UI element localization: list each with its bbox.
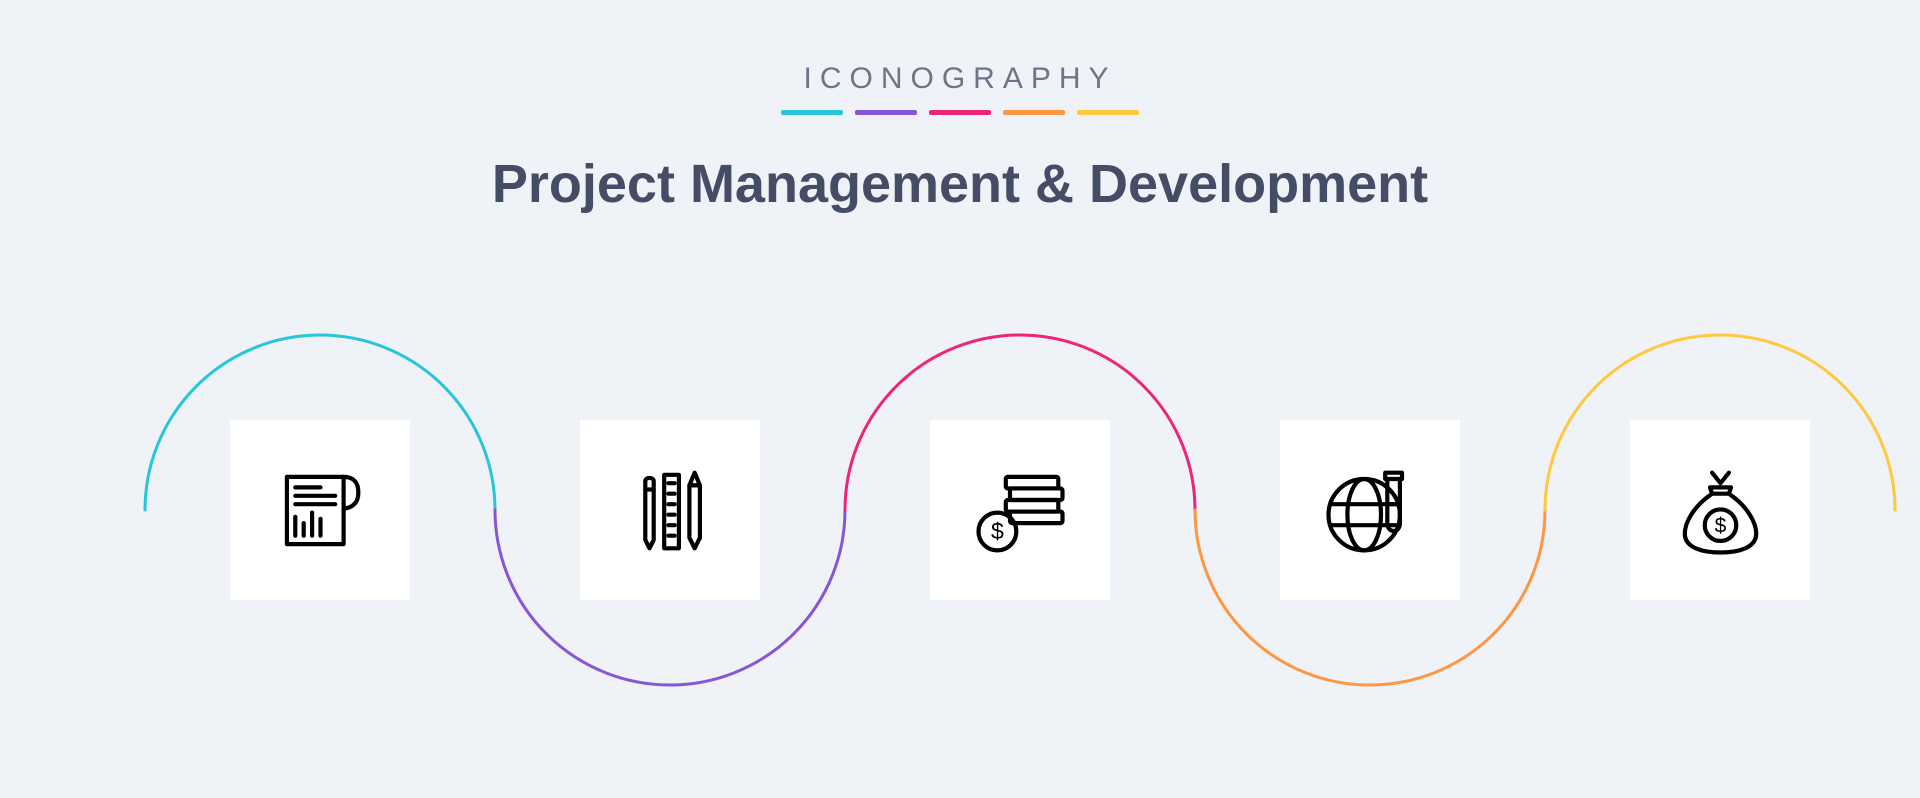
icon-tile — [1280, 420, 1460, 600]
globe-research-icon — [1318, 458, 1423, 563]
pack-title: Project Management & Development — [0, 153, 1920, 215]
underline-segment — [1003, 110, 1065, 115]
money-bag-icon: $ — [1668, 458, 1773, 563]
underline-segment — [1077, 110, 1139, 115]
newspaper-report-icon — [268, 458, 373, 563]
underline-segment — [929, 110, 991, 115]
icon-tile: $ — [930, 420, 1110, 600]
svg-text:$: $ — [1714, 514, 1726, 537]
icon-stage: $ $ — [0, 310, 1920, 730]
drafting-tools-icon — [618, 458, 723, 563]
header: ICONOGRAPHY Project Management & Develop… — [0, 0, 1920, 215]
underline-segment — [781, 110, 843, 115]
icon-tile: $ — [1630, 420, 1810, 600]
money-coins-icon: $ — [968, 458, 1073, 563]
svg-text:$: $ — [990, 517, 1003, 543]
icon-tile — [230, 420, 410, 600]
underline-segment — [855, 110, 917, 115]
icon-tile — [580, 420, 760, 600]
brand-label: ICONOGRAPHY — [0, 62, 1920, 96]
brand-underline-row — [0, 110, 1920, 115]
